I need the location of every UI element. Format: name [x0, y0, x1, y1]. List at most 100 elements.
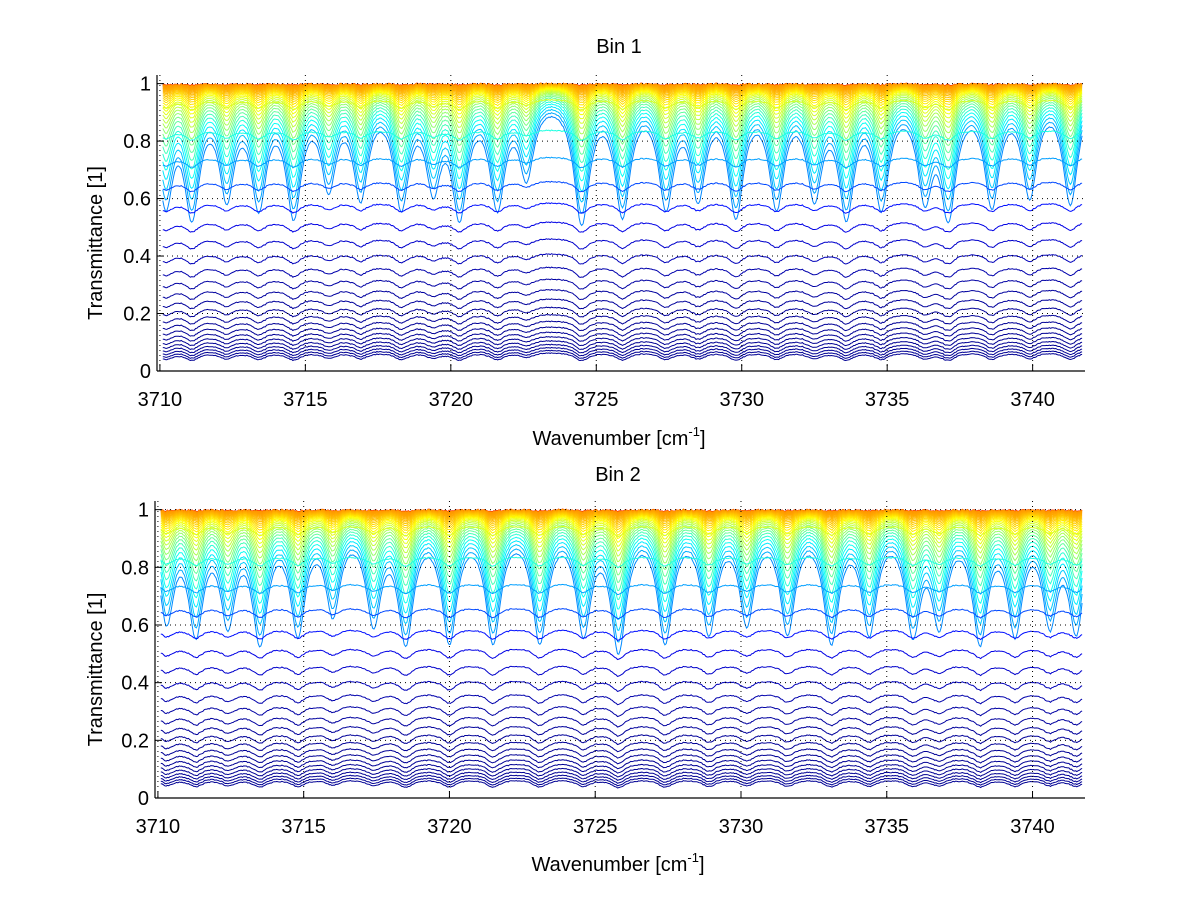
y-tick-label: 0.6 — [123, 189, 151, 211]
spectrum-line — [160, 734, 1083, 746]
spectrum-line — [160, 513, 1083, 531]
x-axis-label-superscript: -1 — [687, 850, 699, 865]
spectrum-line — [160, 526, 1083, 576]
spectrum-line — [160, 694, 1083, 706]
spectrum-line — [160, 748, 1083, 759]
spectrum-line — [162, 288, 1083, 301]
x-tick-label: 3740 — [1010, 816, 1055, 838]
spectrum-line — [162, 95, 1083, 148]
spectrum-line — [162, 86, 1083, 106]
spectrum-line — [162, 84, 1083, 98]
spectrum-line — [162, 98, 1083, 111]
spectrum-line — [160, 548, 1083, 643]
spectrum-line — [160, 511, 1083, 523]
spectrum-line — [162, 266, 1083, 278]
spectrum-line — [162, 92, 1083, 135]
y-tick-label: 0 — [140, 361, 151, 383]
spectrum-line — [160, 514, 1083, 536]
spectrum-line — [162, 326, 1083, 337]
spectrum-line — [160, 512, 1083, 526]
spectrum-line — [162, 85, 1083, 101]
spectrum-line — [162, 202, 1083, 214]
spectrum-line — [162, 115, 1083, 227]
spectrum-line — [160, 556, 1083, 569]
spectrum-line — [160, 725, 1083, 737]
spectrum-line — [160, 753, 1083, 765]
spectrum-line — [160, 665, 1083, 677]
spectrum-line — [162, 84, 1083, 96]
spectrum-line — [160, 680, 1083, 692]
x-tick-label: 3735 — [865, 389, 910, 411]
spectra-group — [162, 82, 1083, 362]
spectrum-line — [160, 607, 1083, 620]
x-axis-label: Wavenumber [cm-1] — [531, 850, 704, 876]
spectrum-line — [160, 583, 1083, 596]
spectrum-line — [162, 98, 1083, 164]
spectrum-line — [162, 346, 1083, 357]
x-tick-label: 3710 — [136, 816, 181, 838]
x-tick-label: 3710 — [138, 389, 183, 411]
spectrum-line — [162, 85, 1083, 104]
x-axis-label-base: Wavenumber [cm — [531, 854, 687, 876]
x-axis-label-close: ] — [700, 428, 706, 450]
spectrum-line — [160, 544, 1083, 632]
spectrum-line — [160, 520, 1083, 557]
y-tick-label: 0.6 — [121, 615, 149, 637]
axes-bin-2: 3710 3715 3720 3725 3730 3735 3740 0 0.2 0.4 0.6 0.… — [85, 464, 1085, 876]
spectrum-line — [160, 522, 1083, 563]
x-tick-label: 3715 — [281, 816, 326, 838]
spectrum-line — [160, 763, 1083, 774]
spectrum-line — [162, 352, 1083, 362]
spectrum-line — [162, 331, 1083, 342]
x-tick-label: 3720 — [429, 389, 474, 411]
x-tick-label: 3730 — [719, 816, 764, 838]
spectrum-line — [162, 85, 1083, 99]
spectrum-line — [162, 84, 1083, 95]
spectrum-line — [160, 779, 1083, 789]
spectrum-line — [160, 648, 1083, 661]
spectrum-line — [160, 540, 1083, 620]
spectrum-line — [162, 349, 1083, 359]
spectrum-line — [162, 278, 1083, 290]
spectrum-line — [162, 87, 1083, 109]
tick-labels: 3710 3715 3720 3725 3730 3735 3740 0 0.2 0.4 0.6 0.… — [121, 500, 1055, 838]
spectrum-line — [162, 129, 1083, 142]
y-tick-label: 0.8 — [121, 557, 149, 579]
x-tick-label: 3720 — [427, 816, 472, 838]
axes-bin-1: 3710 3715 3720 3725 3730 3735 3740 0 0.2 0.4 0.6 0.… — [85, 36, 1085, 450]
x-tick-label: 3725 — [573, 816, 618, 838]
x-tick-label: 3730 — [719, 389, 764, 411]
x-tick-label: 3735 — [865, 816, 910, 838]
spectrum-line — [162, 343, 1083, 354]
spectrum-line — [162, 93, 1083, 141]
spectrum-line — [162, 320, 1083, 332]
y-tick-label: 1 — [138, 500, 149, 522]
spectrum-line — [162, 238, 1083, 250]
spectrum-line — [162, 91, 1083, 129]
spectrum-line — [162, 105, 1083, 192]
spectrum-line — [160, 514, 1083, 533]
spectrum-line — [160, 511, 1083, 525]
x-axis-label: Wavenumber [cm-1] — [532, 424, 705, 450]
x-tick-label: 3715 — [283, 389, 328, 411]
y-tick-label: 0.2 — [123, 304, 151, 326]
x-axis-label-superscript: -1 — [688, 424, 700, 439]
chart-title: Bin 2 — [595, 464, 641, 486]
y-axis-label: Transmittance [1] — [85, 593, 107, 747]
axis-lines — [154, 501, 1085, 799]
spectrum-line — [160, 759, 1083, 770]
spectrum-line — [160, 629, 1083, 641]
spectrum-line — [162, 87, 1083, 112]
spectrum-line — [160, 771, 1083, 781]
chart-title: Bin 1 — [596, 36, 642, 58]
spectrum-line — [160, 525, 1083, 538]
spectrum-line — [162, 96, 1083, 155]
spectrum-line — [162, 112, 1083, 215]
spectrum-line — [160, 533, 1083, 600]
x-tick-label: 3740 — [1010, 389, 1055, 411]
spectrum-line — [160, 512, 1083, 528]
spectra-group — [160, 508, 1083, 789]
axis-lines — [156, 75, 1085, 372]
spectrum-line — [160, 536, 1083, 610]
spectrum-line — [160, 530, 1083, 592]
